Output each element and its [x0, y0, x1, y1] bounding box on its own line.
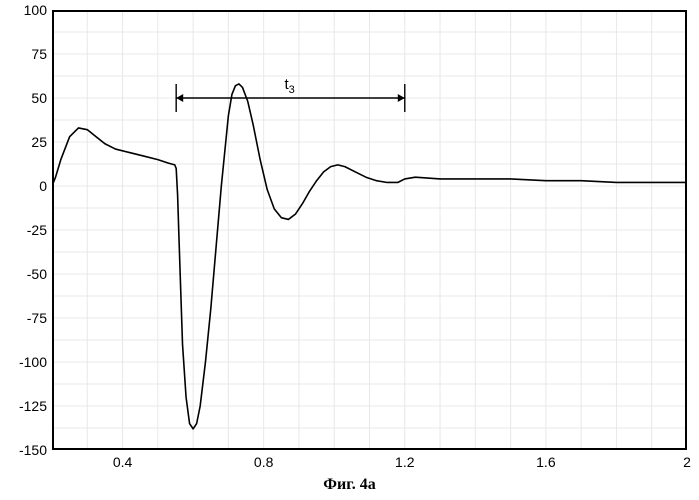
x-tick-label: 0.4: [108, 454, 138, 470]
x-tick-label: 2: [672, 454, 699, 470]
annotation-label-t3: t3: [284, 76, 294, 96]
x-tick-label: 0.8: [249, 454, 279, 470]
y-tick-label: -125: [19, 398, 47, 414]
y-tick-label: 0: [39, 178, 47, 194]
y-tick-label: -150: [19, 442, 47, 458]
y-tick-label: 75: [31, 46, 47, 62]
chart-svg: [52, 10, 687, 450]
y-tick-label: -25: [27, 222, 47, 238]
x-tick-label: 1.6: [531, 454, 561, 470]
figure-caption: Фиг. 4а: [0, 476, 699, 494]
x-tick-label: 1.2: [390, 454, 420, 470]
y-tick-label: -100: [19, 354, 47, 370]
figure-wrapper: Фиг. 4а -150 -125 -100 -75 -50 -25 0 25 50 75 100 0…: [0, 0, 699, 500]
y-tick-label: 100: [24, 2, 47, 18]
y-tick-label: 25: [31, 134, 47, 150]
y-tick-label: 50: [31, 90, 47, 106]
plot-area: [52, 10, 687, 450]
y-tick-label: -75: [27, 310, 47, 326]
y-tick-label: -50: [27, 266, 47, 282]
